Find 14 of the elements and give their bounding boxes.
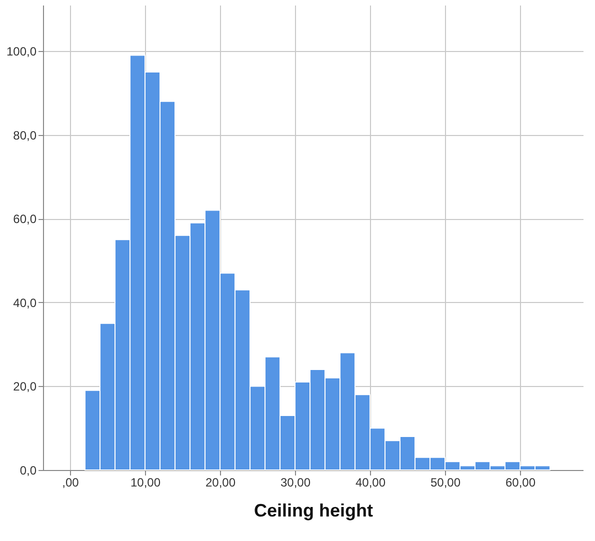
- y-tick-label: 0,0: [20, 464, 37, 478]
- y-tick-label: 100,0: [6, 44, 37, 59]
- y-tick-label: 80,0: [13, 128, 37, 142]
- x-tick-label: 40,00: [355, 476, 386, 490]
- y-tick-label: 20,0: [13, 380, 37, 394]
- x-tick-label: 50,00: [430, 476, 461, 490]
- x-tick-label: 30,00: [280, 476, 311, 490]
- y-tick-label: 60,0: [13, 212, 37, 226]
- x-tick-label: 60,00: [505, 476, 536, 490]
- x-tick-label: ,00: [62, 476, 80, 490]
- x-tick-label: 20,00: [205, 476, 236, 490]
- y-tick-label: 40,0: [13, 296, 37, 310]
- x-axis-title: Ceiling height: [254, 500, 373, 520]
- x-tick-label: 10,00: [130, 476, 161, 490]
